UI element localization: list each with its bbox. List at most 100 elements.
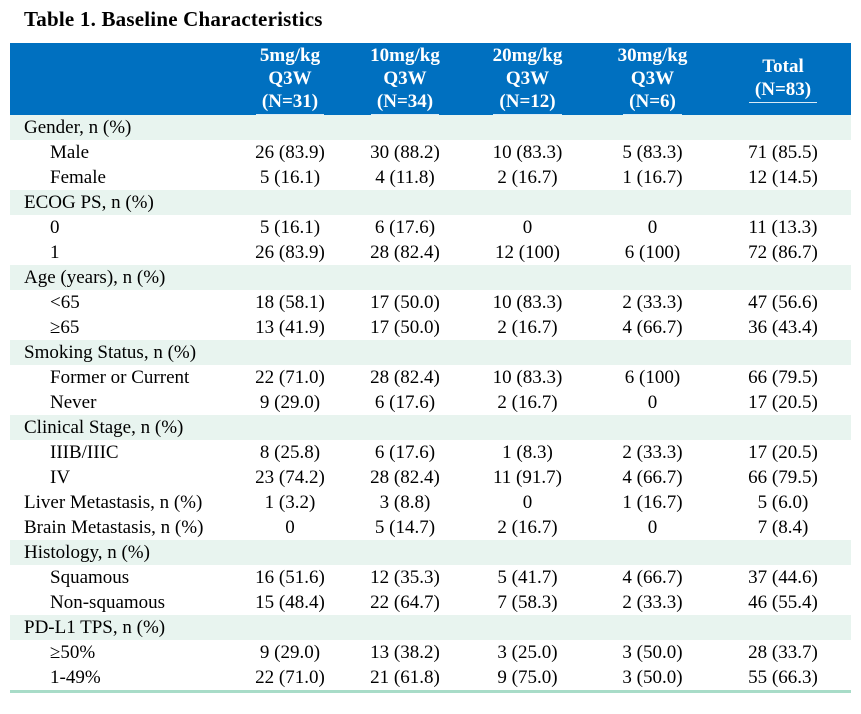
section-row: Smoking Status, n (%) (10, 340, 851, 365)
cell-value: 10 (83.3) (492, 292, 563, 313)
cell-value: 12 (35.3) (370, 567, 440, 588)
cell-value (235, 615, 345, 640)
cell-value: 4 (66.7) (622, 467, 683, 488)
cell-value: 28 (82.4) (370, 367, 440, 388)
row-label: IIIB/IIIC (50, 442, 119, 463)
cell-value (345, 340, 465, 365)
cell-value: 3 (25.0) (497, 642, 558, 663)
column-dose-label: Total (762, 56, 804, 77)
cell-value: 66 (79.5) (748, 367, 818, 388)
cell-value (465, 540, 590, 565)
cell-value (345, 115, 465, 140)
column-n-label: (N=6) (590, 90, 715, 115)
column-n-label: (N=83) (715, 78, 851, 103)
cell-value (465, 115, 590, 140)
cell-value: 28 (82.4) (370, 467, 440, 488)
cell-value (715, 540, 851, 565)
cell-value: 6 (100) (624, 242, 681, 263)
cell-value (590, 265, 715, 290)
cell-value: 4 (66.7) (622, 567, 683, 588)
cell-value: 2 (16.7) (497, 167, 558, 188)
cell-value: 5 (16.1) (259, 217, 321, 238)
cell-value: 66 (79.5) (748, 467, 818, 488)
empty-header-cell (10, 43, 235, 115)
column-header-0: 5mg/kg Q3W (N=31) (235, 43, 345, 115)
cell-value (465, 415, 590, 440)
cell-value: 37 (44.6) (748, 567, 818, 588)
cell-value (345, 265, 465, 290)
data-row: Female 5 (16.1) 4 (11.8) 2 (16.7) 1 (16.7) 12… (10, 165, 851, 190)
table-title: Table 1. Baseline Characteristics (24, 7, 323, 31)
cell-value: 0 (647, 217, 658, 238)
column-schedule-label: Q3W (505, 67, 550, 89)
cell-value: 1 (8.3) (502, 442, 553, 463)
table-body: Gender, n (%) Male 26 (83.9) 30 (88.2) 10 (8… (10, 115, 851, 692)
data-row: IV 23 (74.2) 28 (82.4) 11 (91.7) 4 (66.7) 66 … (10, 465, 851, 490)
cell-value (465, 265, 590, 290)
cell-value: 7 (58.3) (497, 592, 558, 613)
cell-value: 5 (14.7) (374, 517, 436, 538)
cell-value (235, 540, 345, 565)
cell-value (235, 415, 345, 440)
cell-value: 17 (20.5) (748, 392, 818, 413)
cell-value: 26 (83.9) (255, 242, 325, 263)
section-row: PD-L1 TPS, n (%) (10, 615, 851, 640)
cell-value (715, 265, 851, 290)
cell-value: 10 (83.3) (492, 367, 563, 388)
cell-value: 3 (8.8) (379, 492, 431, 513)
cell-value (345, 415, 465, 440)
cell-value: 6 (17.6) (374, 217, 436, 238)
cell-value: 55 (66.3) (748, 667, 818, 688)
row-label: Histology, n (%) (10, 540, 235, 565)
row-label: Squamous (50, 567, 130, 588)
cell-value: 11 (91.7) (493, 467, 562, 488)
data-row: <65 18 (58.1) 17 (50.0) 10 (83.3) 2 (33.3) 47… (10, 290, 851, 315)
data-row: Liver Metastasis, n (%) 1 (3.2) 3 (8.8) 0 1 … (10, 490, 851, 515)
cell-value: 5 (41.7) (497, 567, 558, 588)
cell-value: 4 (11.8) (375, 167, 435, 188)
column-schedule-label: Q3W (268, 67, 312, 89)
data-row: ≥65 13 (41.9) 17 (50.0) 2 (16.7) 4 (66.7) 36 … (10, 315, 851, 340)
cell-value: 3 (50.0) (622, 667, 683, 688)
cell-value: 9 (29.0) (259, 642, 321, 663)
row-label: 1-49% (50, 667, 101, 688)
cell-value (715, 615, 851, 640)
cell-value: 21 (61.8) (370, 667, 440, 688)
row-label: Liver Metastasis, n (%) (24, 492, 203, 513)
row-label: Female (50, 167, 106, 188)
data-row: Squamous 16 (51.6) 12 (35.3) 5 (41.7) 4 (66.… (10, 565, 851, 590)
row-label: 0 (50, 217, 60, 238)
row-label: PD-L1 TPS, n (%) (10, 615, 235, 640)
column-header-1: 10mg/kg Q3W (N=34) (345, 43, 465, 115)
cell-value: 0 (647, 517, 658, 538)
cell-value (465, 190, 590, 215)
cell-value (235, 265, 345, 290)
column-schedule-label: Q3W (630, 67, 675, 89)
cell-value: 0 (285, 517, 295, 538)
row-label: Former or Current (50, 367, 190, 388)
row-label: Age (years), n (%) (10, 265, 235, 290)
section-row: Clinical Stage, n (%) (10, 415, 851, 440)
cell-value: 22 (71.0) (255, 367, 325, 388)
cell-value (590, 540, 715, 565)
cell-value: 13 (41.9) (255, 317, 325, 338)
cell-value: 1 (16.7) (622, 167, 683, 188)
cell-value: 12 (100) (495, 242, 560, 263)
data-row: IIIB/IIIC 8 (25.8) 6 (17.6) 1 (8.3) 2 (33.3)… (10, 440, 851, 465)
column-dose-label: 30mg/kg (617, 44, 688, 66)
cell-value: 7 (8.4) (757, 517, 809, 538)
cell-value (715, 415, 851, 440)
column-header-2: 20mg/kg Q3W (N=12) (465, 43, 590, 115)
cell-value: 0 (647, 392, 658, 413)
page: Table 1. Baseline Characteristics 5mg/kg… (0, 7, 861, 714)
column-n-label: (N=34) (345, 90, 465, 115)
data-row: Never 9 (29.0) 6 (17.6) 2 (16.7) 0 17 (20.5) (10, 390, 851, 415)
cell-value: 1 (3.2) (264, 492, 316, 513)
section-row: Age (years), n (%) (10, 265, 851, 290)
data-row: Non-squamous 15 (48.4) 22 (64.7) 7 (58.3) 2 … (10, 590, 851, 615)
cell-value: 17 (20.5) (748, 442, 818, 463)
cell-value: 2 (33.3) (622, 442, 683, 463)
cell-value: 4 (66.7) (622, 317, 683, 338)
row-label: ≥50% (50, 642, 96, 663)
row-label: Brain Metastasis, n (%) (24, 517, 204, 538)
